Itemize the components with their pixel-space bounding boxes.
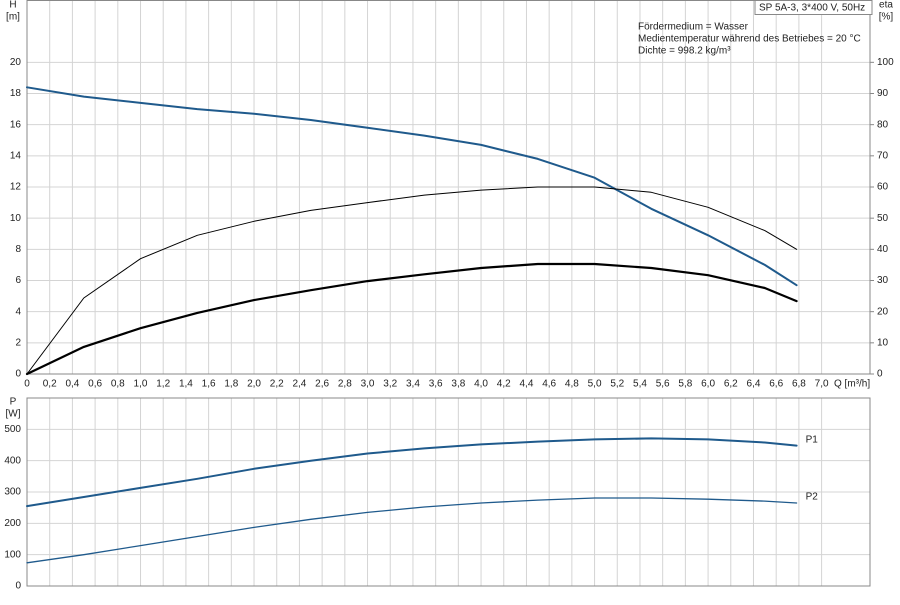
x-tick-label: 6,2 (724, 379, 738, 390)
y-tick-label: 6 (15, 275, 21, 286)
x-tick-label: 3,4 (406, 379, 420, 390)
y-tick-label: 200 (4, 518, 21, 529)
y-tick-label: 12 (10, 182, 22, 193)
x-label: Q [m³/h] (834, 379, 870, 390)
x-tick-label: 4,8 (565, 379, 579, 390)
y-unit: [m] (6, 12, 20, 23)
x-tick-label: 0,8 (111, 379, 125, 390)
curve (26, 186, 798, 375)
x-tick-label: 2,6 (315, 379, 329, 390)
y-tick-label: 2 (15, 337, 21, 348)
y-tick-label: 100 (4, 549, 21, 560)
annotation: Dichte = 998.2 kg/m³ (638, 46, 731, 57)
curve (26, 497, 798, 564)
y2-tick-label: 40 (877, 244, 889, 255)
y2-tick-label: 50 (877, 213, 889, 224)
y-tick-label: 0 (15, 369, 21, 380)
series-label: P2 (806, 492, 819, 503)
curve (26, 437, 798, 508)
x-tick-label: 2,8 (338, 379, 352, 390)
x-tick-label: 6,8 (792, 379, 806, 390)
annotation: Medientemperatur während des Betriebes =… (638, 34, 861, 45)
y2-tick-label: 0 (877, 369, 883, 380)
x-tick-label: 4,0 (474, 379, 488, 390)
y2-tick-label: 30 (877, 275, 889, 286)
y-tick-label: 300 (4, 487, 21, 498)
x-tick-label: 3,6 (429, 379, 443, 390)
x-tick-label: 3,8 (451, 379, 465, 390)
x-tick-label: 5,6 (656, 379, 670, 390)
x-tick-label: 2,0 (247, 379, 261, 390)
x-tick-label: 1,6 (202, 379, 216, 390)
title-box (754, 0, 873, 15)
x-tick-label: 6,0 (701, 379, 715, 390)
x-tick-label: 5,2 (610, 379, 624, 390)
annotation: Fördermedium = Wasser (638, 22, 749, 33)
x-tick-label: 4,6 (542, 379, 556, 390)
x-tick-label: 0,2 (43, 379, 57, 390)
x-tick-label: 5,4 (633, 379, 647, 390)
y2-tick-label: 60 (877, 182, 889, 193)
x-tick-label: 1,0 (134, 379, 148, 390)
y2-label: eta (879, 0, 893, 11)
y-label: P (10, 397, 17, 408)
y-tick-label: 14 (10, 150, 22, 161)
x-tick-label: 0,6 (88, 379, 102, 390)
curve (25, 262, 798, 376)
x-tick-label: 7,0 (815, 379, 829, 390)
x-tick-label: 5,0 (588, 379, 602, 390)
y-tick-label: 4 (15, 306, 21, 317)
y-tick-label: 18 (10, 88, 22, 99)
grid (26, 0, 870, 587)
x-tick-label: 6,6 (769, 379, 783, 390)
x-tick-label: 2,4 (292, 379, 306, 390)
y2-tick-label: 90 (877, 88, 889, 99)
x-tick-label: 1,8 (224, 379, 238, 390)
y2-tick-label: 100 (877, 57, 894, 68)
y2-unit: [%] (879, 12, 894, 23)
y2-tick-label: 70 (877, 150, 889, 161)
y-tick-label: 0 (15, 581, 21, 592)
y-tick-label: 8 (15, 244, 21, 255)
x-tick-label: 5,8 (678, 379, 692, 390)
y-tick-label: 400 (4, 455, 21, 466)
x-tick-label: 3,0 (361, 379, 375, 390)
x-tick-label: 4,2 (497, 379, 511, 390)
y2-tick-label: 20 (877, 306, 889, 317)
x-tick-label: 2,2 (270, 379, 284, 390)
x-tick-label: 1,2 (156, 379, 170, 390)
y-tick-label: 16 (10, 119, 22, 130)
y-unit: [W] (6, 409, 21, 420)
y2-tick-label: 10 (877, 337, 889, 348)
series-label: P1 (806, 434, 819, 445)
y-label: H (9, 0, 16, 11)
chart-title: SP 5A-3, 3*400 V, 50Hz (759, 3, 865, 14)
curve (26, 86, 798, 287)
x-tick-label: 1,4 (179, 379, 193, 390)
y-tick-label: 500 (4, 424, 21, 435)
y2-tick-label: 80 (877, 119, 889, 130)
bottom-plot-frame (26, 397, 871, 587)
x-tick-label: 3,2 (383, 379, 397, 390)
x-tick-label: 0,4 (65, 379, 79, 390)
x-tick-label: 6,4 (747, 379, 761, 390)
y-tick-label: 10 (10, 213, 22, 224)
x-tick-label: 0 (24, 379, 30, 390)
y-tick-label: 20 (10, 57, 22, 68)
x-tick-label: 4,4 (520, 379, 534, 390)
